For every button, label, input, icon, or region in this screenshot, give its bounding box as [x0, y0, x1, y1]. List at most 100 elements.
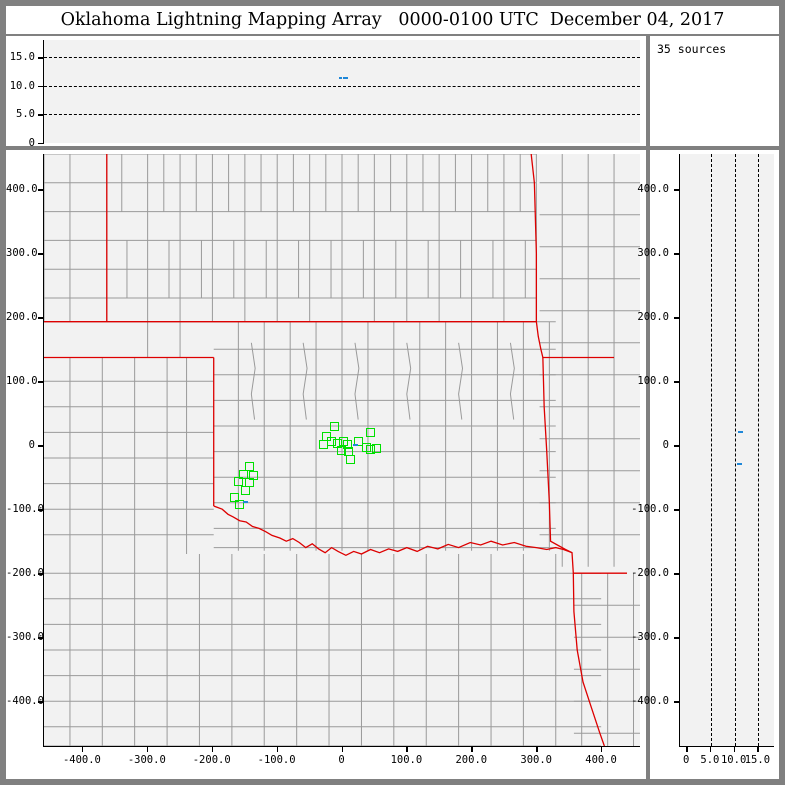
- map-ytick-label-400.0: 400.0: [6, 183, 38, 196]
- source-point: [243, 500, 249, 503]
- map-ytick-0: [38, 445, 44, 447]
- lightning-source-marker: [333, 439, 343, 449]
- map-xtick-label--300.0: -300.0: [127, 754, 166, 766]
- hist-xtick-label-10.0: 10.0: [720, 754, 747, 766]
- map-ytick-label--300.0: -300.0: [6, 631, 44, 644]
- ytick-15.0: [38, 57, 44, 59]
- lightning-source-marker: [330, 421, 340, 431]
- lightning-source-marker: [234, 476, 244, 486]
- map-xtick-label--400.0: -400.0: [62, 754, 101, 766]
- lightning-source-marker: [365, 444, 375, 454]
- ytick-label-15.0: 15.0: [9, 51, 35, 64]
- hist-ytick-label--100.0: -100.0: [631, 503, 669, 516]
- hist-xtick-15.0: [757, 746, 759, 752]
- state-boundary-lines: [44, 154, 628, 746]
- hist-ytick-label--300.0: -300.0: [631, 631, 669, 644]
- hist-xtick-0: [686, 746, 688, 752]
- lightning-source-marker: [342, 440, 352, 450]
- map-xtick-label--100.0: -100.0: [257, 754, 296, 766]
- hist-ytick-0: [674, 445, 680, 447]
- hist-ytick--100.0: [674, 509, 680, 511]
- map-xtick-label-200.0: 200.0: [455, 754, 488, 766]
- source-point: [338, 76, 342, 79]
- source-point: [737, 431, 743, 434]
- hist-xtick-label-15.0: 15.0: [744, 754, 771, 766]
- ytick-10.0: [38, 85, 44, 88]
- map-xtick-label-0: 0: [338, 754, 345, 766]
- altitude-vs-north-plot[interactable]: [679, 154, 774, 746]
- hist-xtick-label-5.0: 5.0: [700, 754, 720, 766]
- map-xtick--400.0: [81, 746, 84, 752]
- gridline-x-10.0: [734, 154, 736, 746]
- lightning-source-marker: [239, 470, 249, 480]
- plan-view-map-panel[interactable]: 400.0 300.0 200.0 100.0 0 -100.0 -200.0 -300.0 -…: [6, 150, 646, 779]
- ytick-label-10.0: 10.0: [9, 79, 35, 92]
- map-ytick-label--400.0: -400.0: [6, 695, 44, 708]
- altitude-vs-east-plot[interactable]: [43, 40, 640, 143]
- altitude-vs-north-xaxis: [679, 746, 774, 748]
- map-ytick-400.0: [38, 189, 44, 191]
- map-geography: [44, 154, 640, 746]
- lightning-source-marker: [240, 485, 250, 495]
- hist-ytick-400.0: [674, 189, 680, 191]
- hist-ytick-label-0: 0: [662, 439, 669, 452]
- map-xtick-label--200.0: -200.0: [192, 754, 231, 766]
- lightning-source-marker: [249, 470, 259, 480]
- gridline-y-5.0: [44, 114, 640, 116]
- map-ytick-300.0: [38, 253, 44, 255]
- hist-xtick-10.0: [733, 746, 736, 752]
- map-xtick-100.0: [406, 746, 408, 752]
- lightning-source-marker: [230, 493, 240, 503]
- gridline-y-15.0: [44, 57, 640, 59]
- map-ytick-100.0: [38, 381, 44, 383]
- gridline-y-10.0: [44, 85, 640, 87]
- lightning-source-marker: [365, 427, 375, 437]
- source-point: [353, 444, 359, 447]
- map-xtick--200.0: [211, 746, 214, 752]
- ytick-5.0: [38, 114, 44, 116]
- map-xtick-label-100.0: 100.0: [390, 754, 423, 766]
- gridline-x-5.0: [710, 154, 712, 746]
- map-ytick-label-100.0: 100.0: [6, 375, 38, 388]
- ytick-label-0: 0: [28, 137, 35, 149]
- hist-ytick-label-300.0: 300.0: [637, 247, 669, 260]
- map-xtick-label-400.0: 400.0: [585, 754, 617, 766]
- ytick-0: [38, 143, 44, 145]
- map-xtick--300.0: [146, 746, 149, 752]
- lightning-source-marker: [372, 443, 382, 453]
- hist-ytick--400.0: [674, 701, 680, 703]
- hist-ytick-label--400.0: -400.0: [631, 695, 669, 708]
- page-title: Oklahoma Lightning Mapping Array 0000-01…: [60, 10, 725, 30]
- map-ytick-200.0: [38, 317, 44, 319]
- map-ytick-label-300.0: 300.0: [6, 247, 38, 260]
- lightning-source-marker: [244, 461, 254, 471]
- map-ytick-label-0: 0: [28, 439, 35, 452]
- plan-view-map-plot[interactable]: [43, 154, 640, 746]
- gridline-x-15.0: [758, 154, 760, 746]
- map-ytick-label--100.0: -100.0: [6, 503, 44, 516]
- hist-xtick-5.0: [709, 746, 712, 752]
- hist-ytick--200.0: [674, 573, 680, 575]
- hist-xtick-label-0: 0: [682, 754, 690, 766]
- map-ytick--100.0: [38, 509, 44, 511]
- ytick-label-5.0: 5.0: [16, 108, 35, 121]
- map-xtick--100.0: [276, 746, 278, 752]
- source-point: [737, 463, 743, 466]
- hist-ytick-label--200.0: -200.0: [631, 567, 669, 580]
- altitude-vs-east-panel[interactable]: 05.010.015.0-400.0-300.0-200.0-100.00100…: [6, 36, 646, 192]
- hist-ytick--300.0: [674, 637, 680, 639]
- lightning-source-marker: [235, 499, 245, 509]
- hist-ytick-200.0: [674, 317, 680, 319]
- hist-ytick-label-200.0: 200.0: [637, 311, 669, 324]
- lightning-source-marker: [346, 454, 356, 464]
- title-bar: Oklahoma Lightning Mapping Array 0000-01…: [6, 6, 779, 34]
- map-ytick-label--200.0: -200.0: [6, 567, 44, 580]
- map-ytick--200.0: [38, 573, 44, 575]
- source-point: [342, 77, 346, 80]
- map-ytick-label-200.0: 200.0: [6, 311, 38, 324]
- lightning-source-marker: [318, 440, 328, 450]
- map-xtick-400.0: [601, 746, 603, 752]
- hist-ytick-label-400.0: 400.0: [637, 183, 669, 196]
- altitude-vs-north-panel[interactable]: 0 5.0 10.0 15.0 400.0 300.0 200.0 100.0 0 -100.0 -…: [631, 150, 779, 779]
